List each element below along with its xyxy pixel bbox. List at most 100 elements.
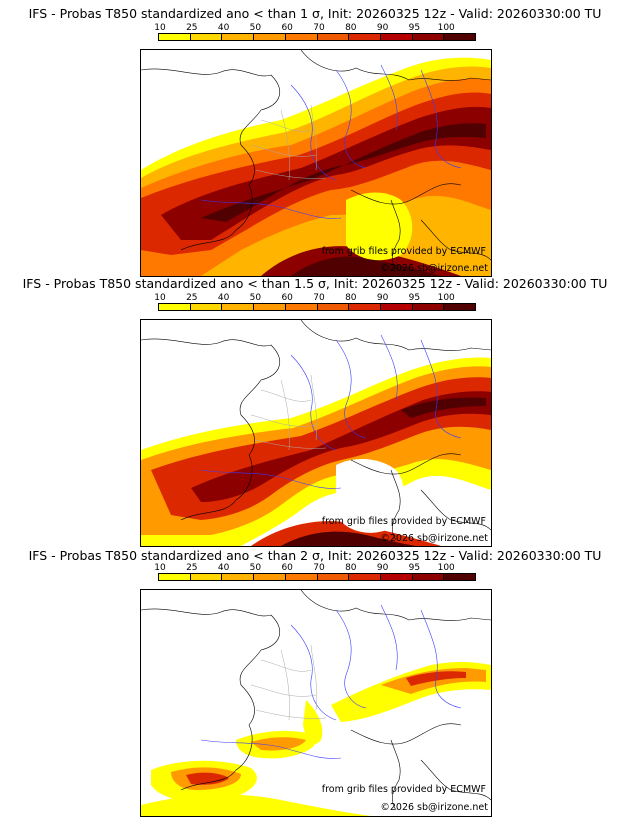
legend-tick-label: 90: [376, 563, 389, 573]
prob-band-black: [201, 123, 486, 222]
probability-field: [141, 57, 491, 276]
legend-tick-label: 95: [408, 293, 421, 303]
legend-tick-label: 100: [437, 563, 455, 573]
legend-swatch: [349, 34, 381, 40]
legend-tick-label: 40: [217, 563, 230, 573]
coastlines: [141, 50, 491, 271]
color-legend: 10 25 40 50 60 70 80 90 95 100: [154, 293, 476, 313]
legend-swatch: [285, 304, 318, 310]
legend-tick-label: 80: [345, 293, 357, 303]
legend-tick-label: 10: [154, 563, 166, 573]
probability-field: [141, 357, 491, 546]
legend-tick-label: 25: [186, 293, 198, 303]
country-borders: [200, 334, 462, 489]
legend-swatch: [190, 304, 223, 310]
legend-tick-label: 95: [408, 563, 421, 573]
legend-swatch: [380, 574, 413, 580]
legend-swatch: [412, 34, 445, 40]
prob-corsica-gap: [336, 458, 405, 533]
legend-tick-label: 25: [186, 23, 198, 33]
coastlines: [141, 590, 491, 811]
legend-swatch: [254, 574, 286, 580]
legend-colorbar: [158, 303, 476, 311]
legend-tick-label: 10: [154, 293, 166, 303]
map-panel-1: IFS - Probas T850 standardized ano < tha…: [0, 0, 630, 277]
probability-map: [140, 319, 492, 547]
data-source-credit: from grib files provided by ECMWF: [321, 784, 486, 795]
legend-colorbar: [158, 573, 476, 581]
panel-title: IFS - Probas T850 standardized ano < tha…: [28, 6, 602, 21]
prob-band-black: [401, 397, 486, 418]
legend-swatch: [190, 574, 223, 580]
legend-tick-label: 40: [217, 293, 230, 303]
legend-swatch: [317, 574, 350, 580]
legend-tick-label: 60: [281, 293, 293, 303]
legend-swatch: [444, 574, 476, 580]
probability-map: [140, 49, 492, 277]
legend-tick-label: 60: [281, 23, 293, 33]
legend-tick-label: 50: [249, 23, 262, 33]
map-panel-2: IFS - Probas T850 standardized ano < tha…: [0, 270, 630, 547]
country-borders: [200, 604, 462, 759]
map-svg: [141, 50, 491, 276]
copyright-credit: ©2026 sb@irizone.net: [380, 802, 488, 813]
legend-swatch: [444, 34, 476, 40]
legend-swatch: [412, 574, 445, 580]
legend-swatch: [190, 34, 223, 40]
legend-tick-label: 95: [408, 23, 421, 33]
legend-swatch: [349, 304, 381, 310]
prob-corsica-gap: [346, 192, 413, 261]
legend-swatch: [380, 34, 413, 40]
prob-south-yellow: [141, 794, 371, 816]
region-borders: [250, 374, 327, 451]
copyright-credit: ©2026 sb@irizone.net: [380, 263, 488, 274]
legend-tick-label: 90: [376, 293, 389, 303]
legend-tick-label: 60: [281, 563, 293, 573]
legend-tick-label: 70: [313, 293, 325, 303]
prob-bottom-band-inner: [281, 531, 416, 546]
legend-swatch: [159, 34, 191, 40]
prob-bottom-band-inner: [291, 256, 441, 276]
legend-swatch: [159, 574, 191, 580]
legend-swatch: [254, 304, 286, 310]
legend-swatch: [444, 304, 476, 310]
color-legend: 10 25 40 50 60 70 80 90 95 100: [154, 23, 476, 43]
prob-pyrenees-orange: [251, 737, 306, 751]
legend-swatch: [222, 34, 255, 40]
legend-tick-label: 100: [437, 23, 455, 33]
data-source-credit: from grib files provided by ECMWF: [321, 246, 486, 257]
legend-swatch: [285, 34, 318, 40]
legend-tick-label: 90: [376, 23, 389, 33]
legend-tick-label: 10: [154, 23, 166, 33]
probability-field: [141, 661, 491, 816]
data-source-credit: from grib files provided by ECMWF: [321, 516, 486, 527]
map-svg: [141, 590, 491, 816]
map-panel-3: IFS - Probas T850 standardized ano < tha…: [0, 540, 630, 817]
legend-tick-label: 70: [313, 563, 325, 573]
map-svg: [141, 320, 491, 546]
legend-labels: 10 25 40 50 60 70 80 90 95 100: [154, 293, 476, 303]
legend-tick-label: 50: [249, 293, 262, 303]
legend-tick-label: 100: [437, 293, 455, 303]
legend-swatch: [380, 304, 413, 310]
legend-tick-label: 80: [345, 563, 357, 573]
legend-tick-label: 80: [345, 23, 357, 33]
color-legend: 10 25 40 50 60 70 80 90 95 100: [154, 563, 476, 583]
legend-swatch: [159, 304, 191, 310]
country-borders: [200, 64, 462, 219]
legend-labels: 10 25 40 50 60 70 80 90 95 100: [154, 563, 476, 573]
probability-map: [140, 589, 492, 817]
legend-swatch: [222, 304, 255, 310]
region-borders: [250, 104, 327, 181]
legend-tick-label: 50: [249, 563, 262, 573]
legend-tick-label: 40: [217, 23, 230, 33]
legend-tick-label: 70: [313, 23, 325, 33]
panel-title: IFS - Probas T850 standardized ano < tha…: [22, 276, 608, 291]
legend-swatch: [317, 34, 350, 40]
legend-swatch: [349, 574, 381, 580]
panel-title: IFS - Probas T850 standardized ano < tha…: [28, 548, 602, 563]
legend-colorbar: [158, 33, 476, 41]
copyright-credit: ©2026 sb@irizone.net: [380, 533, 488, 544]
legend-swatch: [254, 34, 286, 40]
legend-swatch: [222, 574, 255, 580]
